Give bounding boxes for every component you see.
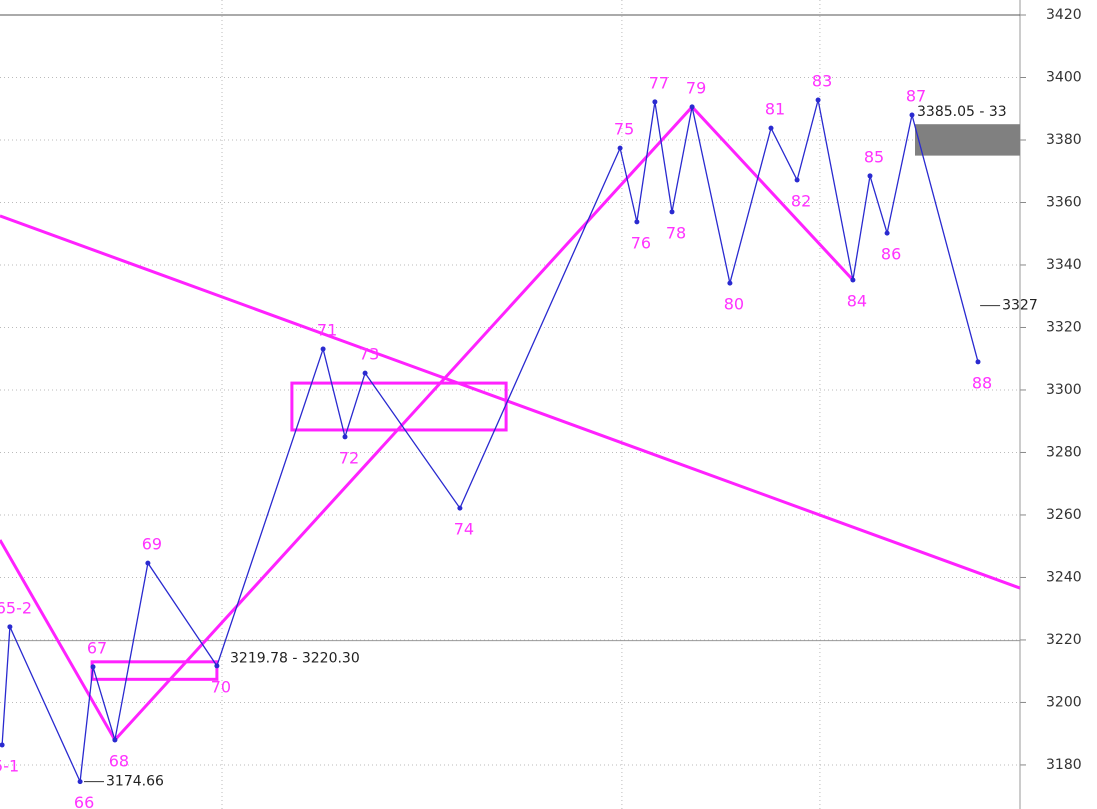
wave-label: 78: [666, 223, 686, 242]
wave-pivot: [342, 434, 348, 440]
y-tick-label: 3420: [1046, 7, 1082, 23]
wave-label: 72: [339, 448, 359, 467]
wave-label: 74: [454, 520, 474, 539]
y-tick-label: 3360: [1046, 194, 1082, 210]
wave-label: 71: [317, 321, 337, 340]
zone-label: 3385.05 - 33: [917, 104, 1007, 120]
wave-label: 76: [631, 233, 651, 252]
wave-pivot: [617, 145, 623, 151]
wave-pivot: [794, 177, 800, 183]
annotation-label: 3327: [1002, 298, 1038, 314]
wave-pivot: [689, 104, 695, 110]
y-tick-label: 3320: [1046, 319, 1082, 335]
y-tick-label: 3340: [1046, 257, 1082, 273]
wave-pivot: [7, 624, 13, 630]
wave-pivot: [90, 664, 96, 670]
wave-pivot: [320, 346, 326, 352]
range-box: [90, 660, 219, 681]
y-tick-label: 3380: [1046, 132, 1082, 148]
wave-pivot: [145, 560, 151, 566]
wave-pivot: [884, 230, 890, 236]
wave-pivot: [652, 99, 658, 105]
wave-pivot: [975, 359, 981, 365]
wave-label: 73: [359, 345, 379, 364]
wave-label: 79: [686, 78, 706, 97]
wave-label: 83: [812, 71, 832, 90]
wave-label: 85: [864, 147, 884, 166]
y-tick-label: 3300: [1046, 382, 1082, 398]
wave-label: 70: [211, 677, 231, 696]
trendline: [0, 214, 1021, 590]
wave-pivot: [815, 97, 821, 103]
wave-pivot: [669, 209, 675, 215]
wave-label: 67: [87, 638, 107, 657]
level-label: 3219.78 - 3220.30: [230, 651, 360, 667]
wave-pivot: [634, 219, 640, 225]
wave-label: 84: [847, 291, 867, 310]
wave-pivot: [457, 505, 463, 511]
wave-label: 69: [142, 535, 162, 554]
wave-label: 66: [74, 793, 94, 809]
wave-label: 81: [765, 100, 785, 119]
wave-pivot: [867, 173, 873, 179]
wave-label: 65-2: [0, 598, 32, 617]
wave-label: 87: [906, 86, 926, 105]
wave-pivot: [727, 280, 733, 286]
zone: [915, 124, 1020, 156]
y-tick-label: 3280: [1046, 444, 1082, 460]
wave-pivot: [0, 742, 5, 748]
wave-pivot: [850, 277, 856, 283]
wave-pivot: [768, 125, 774, 131]
wave-pivot: [362, 370, 368, 376]
wave-label: 68: [109, 751, 129, 770]
y-tick-label: 3220: [1046, 632, 1082, 648]
wave-label: 88: [972, 373, 992, 392]
y-tick-label: 3240: [1046, 569, 1082, 585]
wave-label: 77: [649, 73, 669, 92]
wave-label: 5-1: [0, 756, 19, 775]
wave-label: 80: [724, 295, 744, 314]
y-tick-label: 3260: [1046, 507, 1082, 523]
annotation-label: 3174.66: [106, 774, 164, 790]
wave-pivot: [77, 779, 83, 785]
wave-pivot: [112, 737, 118, 743]
wave-label: 86: [881, 245, 901, 264]
wave-label: 75: [614, 120, 634, 139]
y-tick-label: 3180: [1046, 757, 1082, 773]
wave-pivot: [214, 663, 220, 669]
trendline: [0, 104, 854, 743]
wave-label: 82: [791, 191, 811, 210]
y-tick-label: 3400: [1046, 69, 1082, 85]
wave-pivot: [909, 112, 915, 118]
y-tick-label: 3200: [1046, 694, 1082, 710]
